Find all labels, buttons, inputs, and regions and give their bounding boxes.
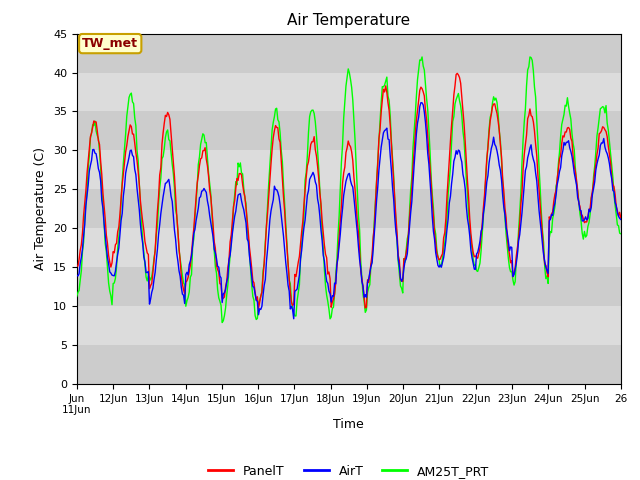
Bar xyxy=(77,306,621,345)
X-axis label: Time: Time xyxy=(333,418,364,431)
Bar xyxy=(77,111,621,150)
Bar xyxy=(77,228,621,267)
Bar xyxy=(77,72,621,111)
Legend: PanelT, AirT, AM25T_PRT: PanelT, AirT, AM25T_PRT xyxy=(203,460,495,480)
Text: TW_met: TW_met xyxy=(82,37,138,50)
Y-axis label: Air Temperature (C): Air Temperature (C) xyxy=(35,147,47,270)
Bar xyxy=(77,267,621,306)
Bar xyxy=(77,150,621,189)
Title: Air Temperature: Air Temperature xyxy=(287,13,410,28)
Bar xyxy=(77,189,621,228)
Bar xyxy=(77,345,621,384)
Bar xyxy=(77,34,621,72)
